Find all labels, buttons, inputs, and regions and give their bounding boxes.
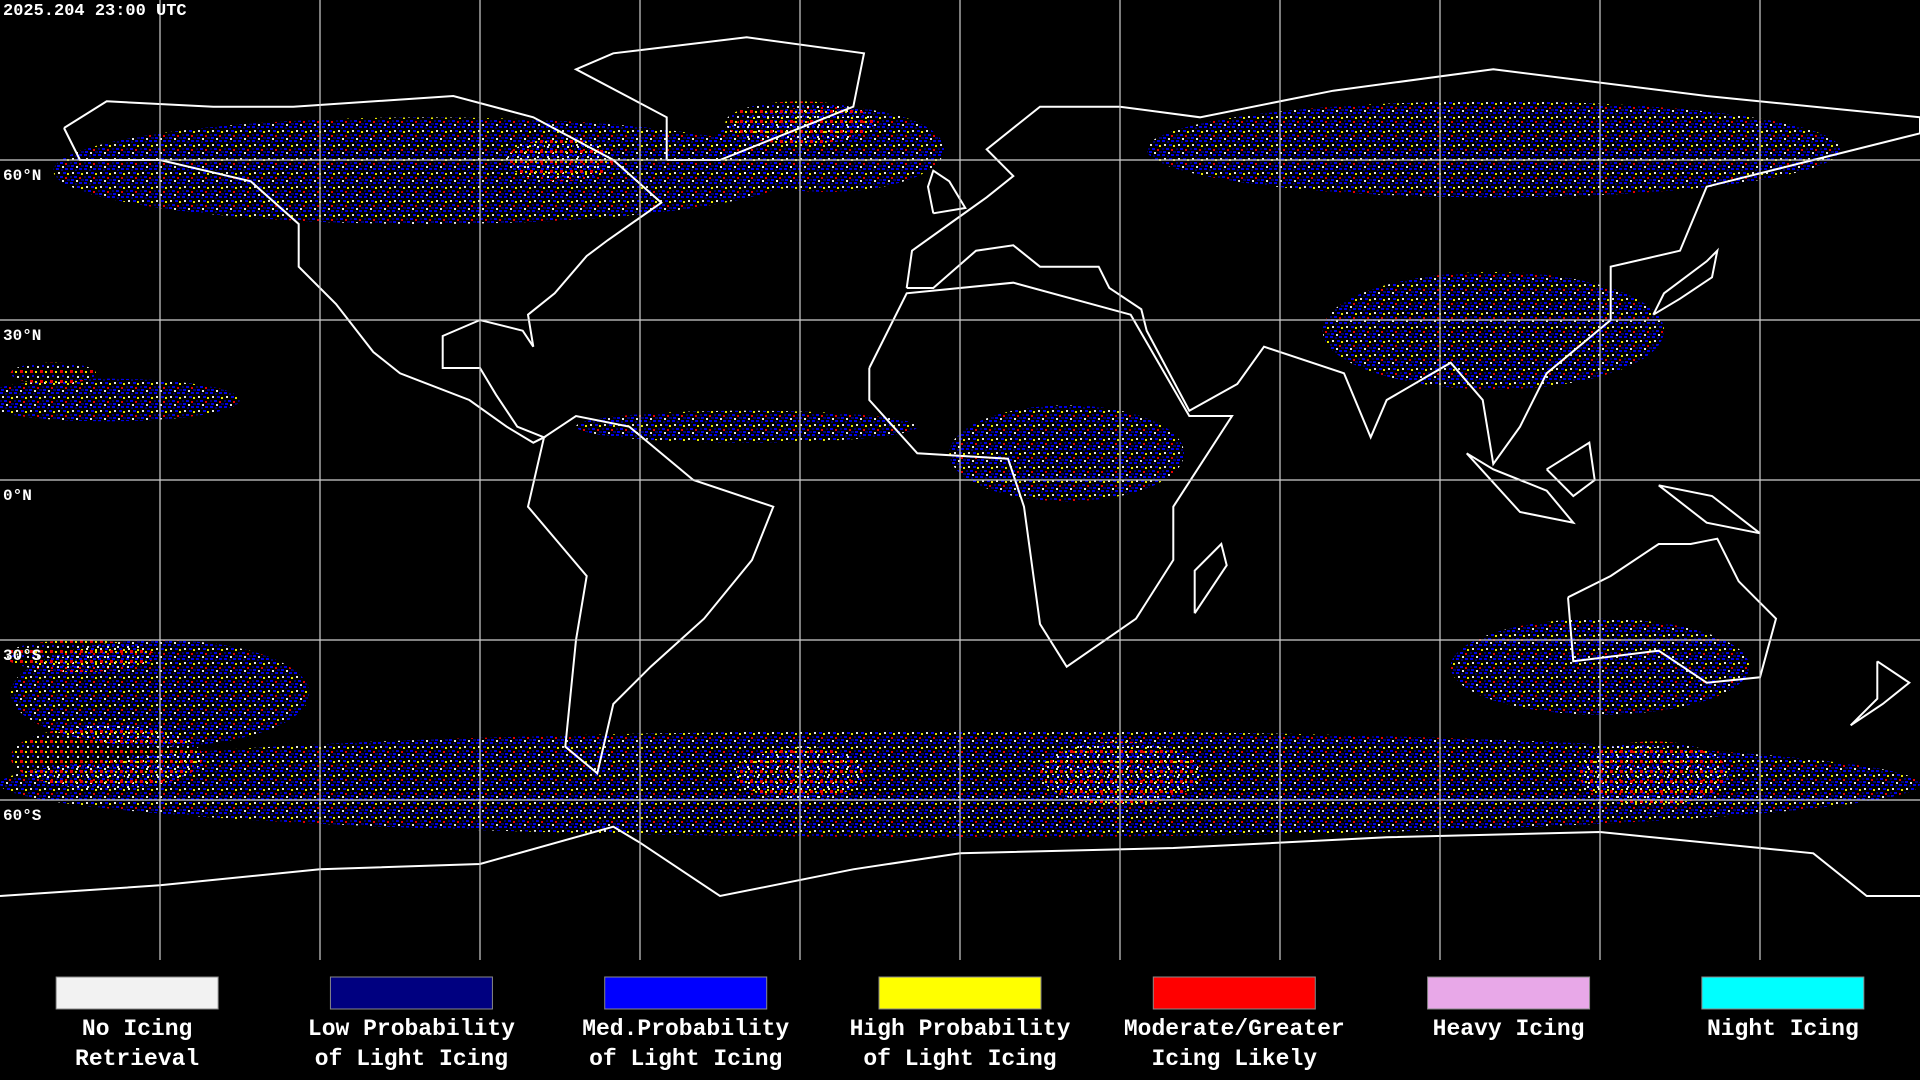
coastline [1193, 542, 1228, 614]
coastline [0, 825, 1920, 898]
legend-label: of Light Icing [863, 1046, 1056, 1072]
icing-area [53, 117, 800, 224]
legend-label: of Light Icing [589, 1046, 782, 1072]
legend-swatch [1152, 976, 1316, 1010]
latitude-label: 60°S [3, 807, 42, 825]
icing-area [1322, 272, 1665, 390]
legend-swatch [55, 976, 219, 1010]
legend-swatch [1701, 976, 1865, 1010]
latitude-label: 60°N [3, 167, 41, 185]
legend-label: Icing Likely [1151, 1046, 1317, 1072]
icing-area [5, 640, 155, 672]
timestamp: 2025.204 23:00 UTC [3, 2, 187, 21]
coastline [573, 36, 866, 161]
icing-area [949, 405, 1184, 502]
latitude-label: 30°S [3, 647, 42, 665]
coastline [1652, 247, 1719, 316]
icing-area [10, 725, 203, 790]
icing-area [10, 362, 96, 385]
legend-label: Heavy Icing [1433, 1016, 1585, 1042]
legend-label: Night Icing [1707, 1016, 1859, 1042]
coastline [1567, 537, 1778, 684]
latitude-labels: 60°N 30°N 0°N 30°S 60°S [3, 167, 42, 825]
legend-label: High Probability [850, 1016, 1071, 1042]
icing-area [1146, 101, 1840, 198]
graticule [0, 0, 1920, 960]
legend-label: Low Probability [308, 1016, 515, 1042]
icing-area [576, 410, 918, 443]
legend: No Icing Retrieval Low Probability of Light… [55, 976, 1865, 1072]
legend-label: of Light Icing [315, 1046, 508, 1072]
coastline [868, 281, 1234, 669]
icing-area [0, 378, 240, 422]
coastline [1849, 660, 1911, 727]
coastline [526, 414, 775, 776]
coastline [1465, 452, 1576, 525]
icing-area [1578, 741, 1729, 806]
legend-swatch [1427, 976, 1591, 1010]
latitude-label: 0°N [3, 487, 32, 505]
legend-swatch [604, 976, 768, 1010]
legend-swatch [329, 976, 493, 1010]
coastline [63, 94, 663, 444]
legend-label: Retrieval [75, 1046, 199, 1072]
latitude-label: 30°N [3, 327, 41, 345]
legend-label: No Icing [82, 1016, 192, 1042]
legend-label: Moderate/Greater [1124, 1016, 1345, 1042]
legend-label: Med.Probability [582, 1016, 789, 1042]
legend-swatch [878, 976, 1042, 1010]
